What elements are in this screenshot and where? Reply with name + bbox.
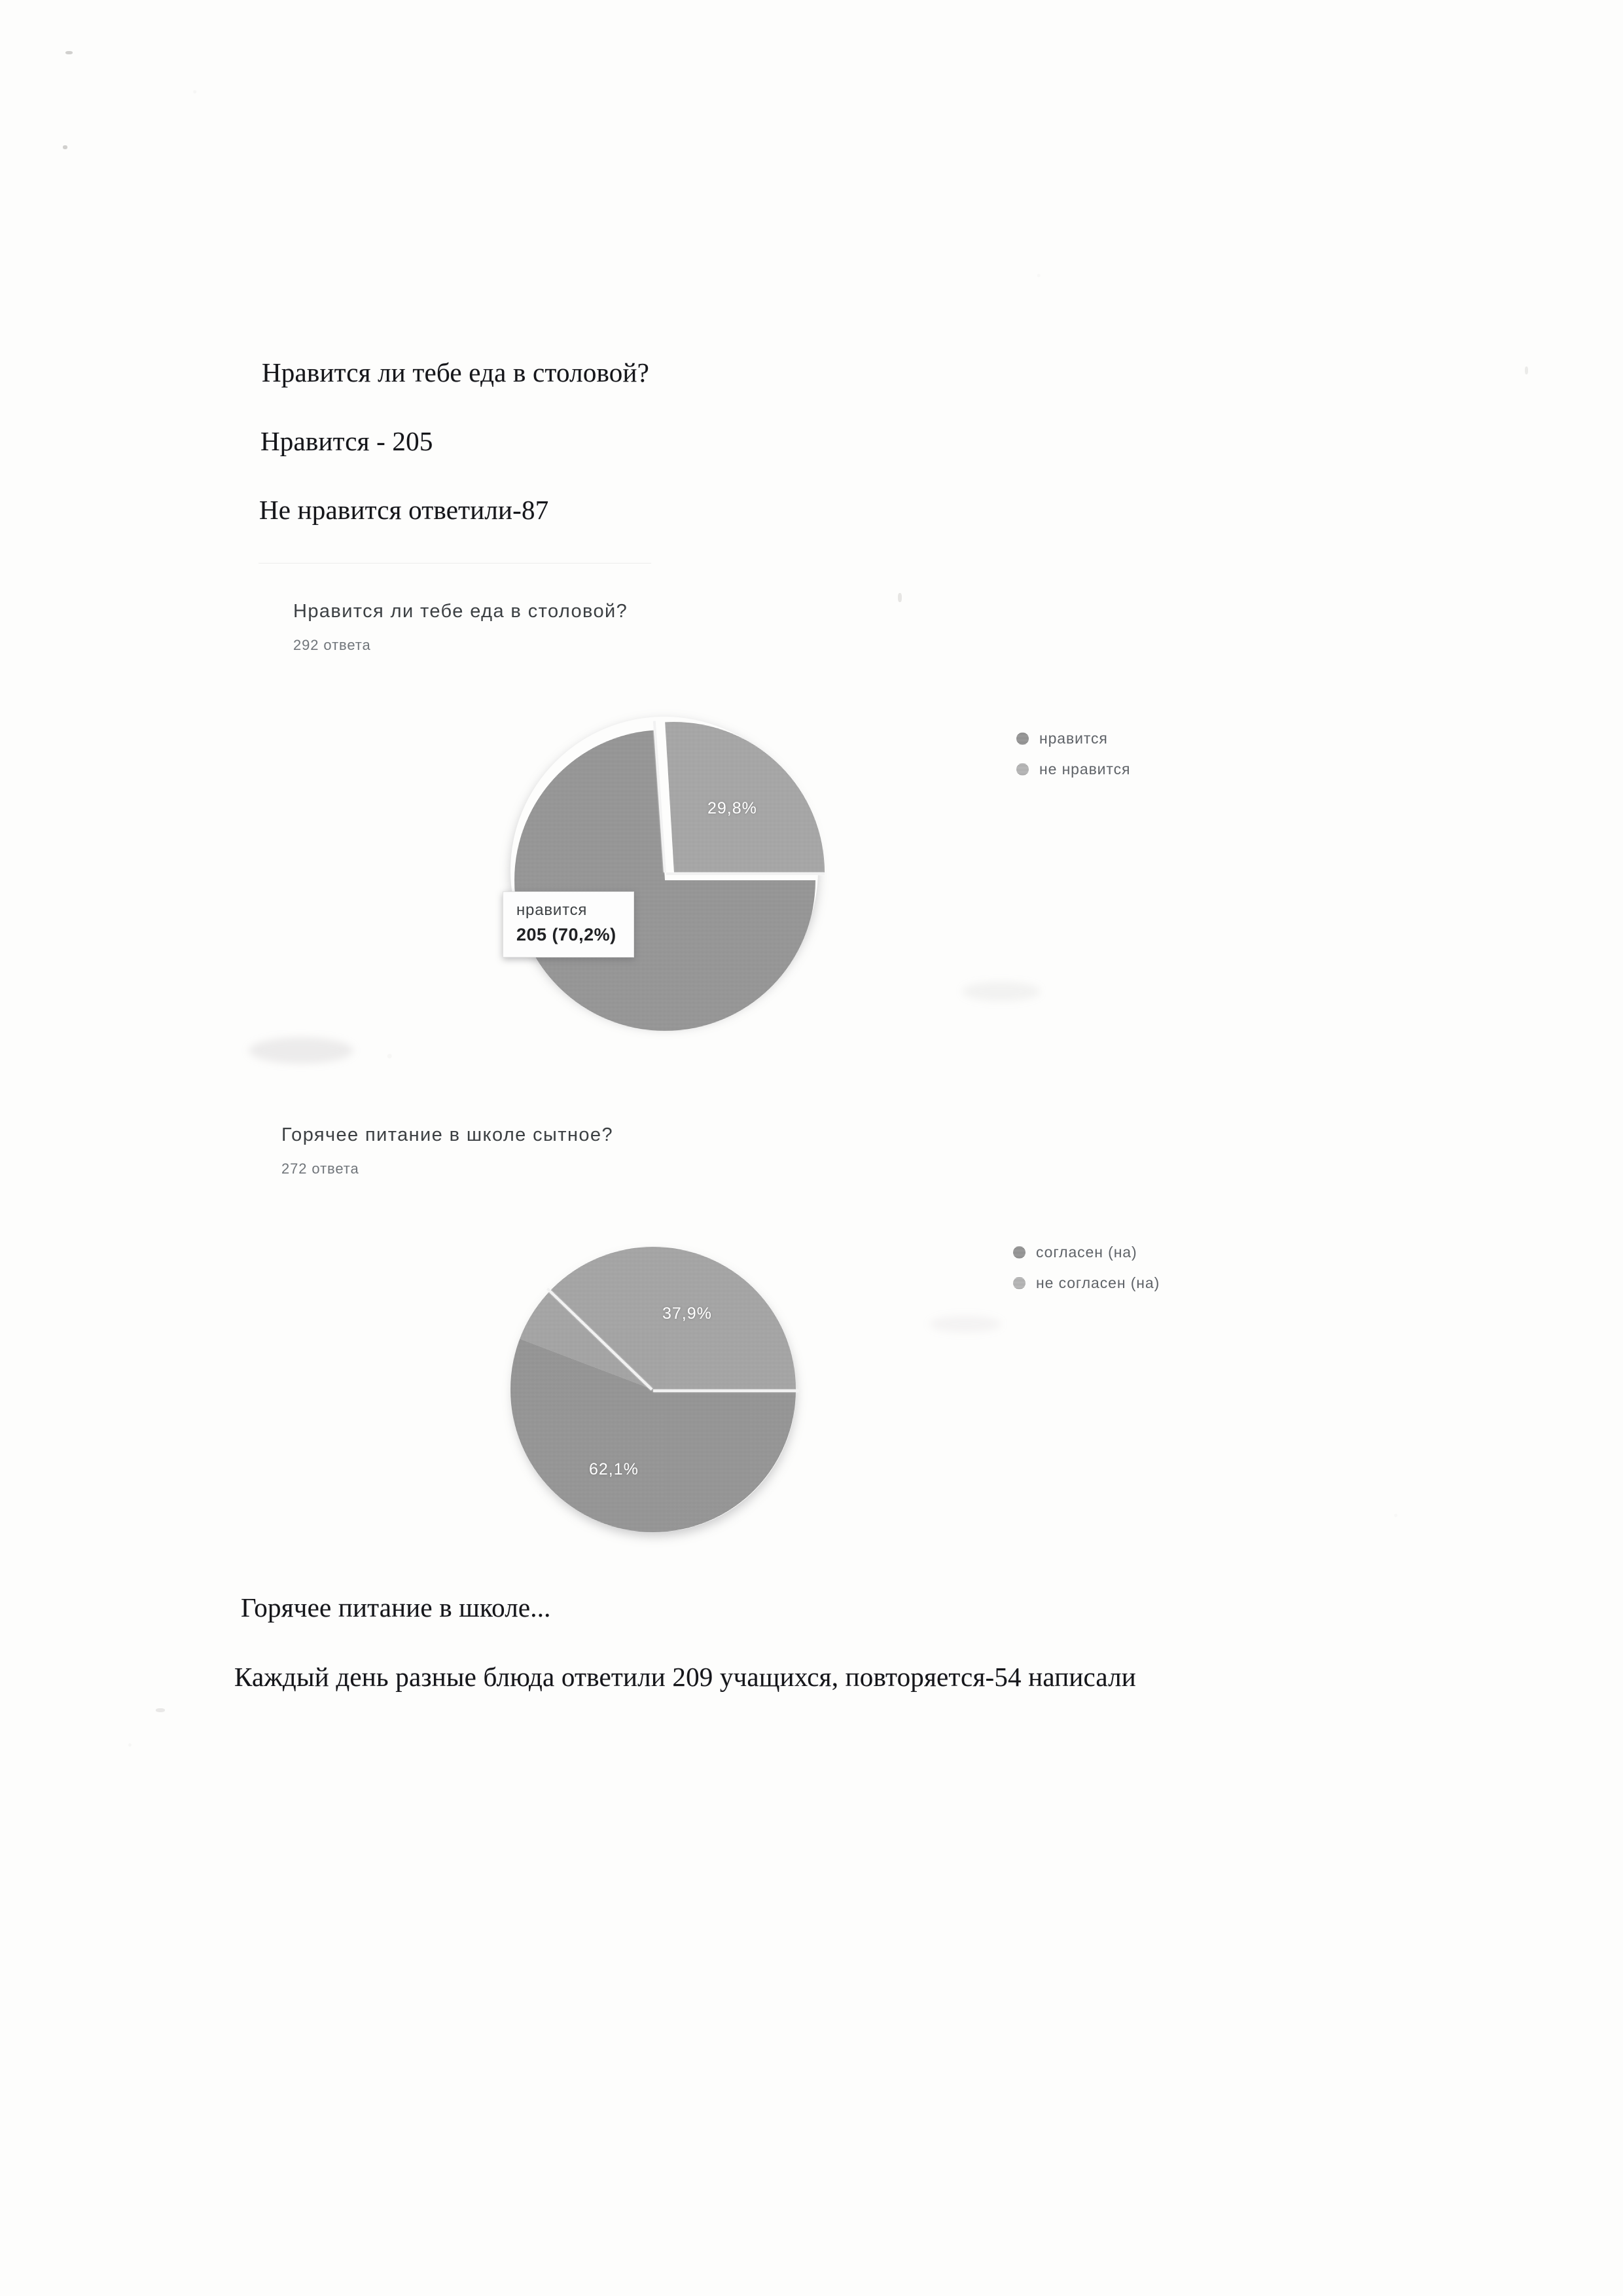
legend-color-dot-icon (1016, 763, 1029, 776)
scan-smudge (249, 1037, 353, 1064)
chart-1-tooltip-name: нравится (516, 901, 588, 919)
chart-1-tooltip-value: 205 (70,2%) (516, 925, 616, 944)
chart-1-pie: 29,8% (504, 710, 831, 1037)
legend-label: не согласен (на) (1036, 1274, 1160, 1291)
legend-color-dot-icon (1016, 732, 1029, 745)
scan-speck (63, 145, 67, 149)
scan-speck (1525, 367, 1528, 374)
legend-item[interactable]: согласен (на) (1013, 1244, 1160, 1261)
chart-1-tooltip: нравится 205 (70,2%) (503, 891, 634, 958)
section-divider (259, 563, 651, 564)
legend-item[interactable]: нравится (1016, 730, 1130, 747)
chart-2-percent-label-bottom: 62,1% (589, 1460, 639, 1479)
scan-speck (898, 593, 902, 602)
chart-2-title: Горячее питание в школе сытное? (281, 1124, 613, 1145)
chart-2-response-count: 272 ответа (281, 1160, 359, 1177)
doc-line-question: Нравится ли тебе еда в столовой? (262, 357, 650, 387)
scan-smudge (962, 982, 1041, 1001)
chart-block-1: Нравится ли тебе еда в столовой? 292 отв… (293, 601, 628, 654)
chart-1-percent-label: 29,8% (707, 799, 757, 817)
chart-1-response-count: 292 ответа (293, 637, 371, 653)
legend-label: нравится (1039, 730, 1108, 747)
doc-line-summary: Каждый день разные блюда ответили 209 уч… (234, 1662, 1136, 1692)
scan-speck (156, 1708, 165, 1712)
chart-1-legend: нравится не нравится (1016, 730, 1130, 791)
legend-item[interactable]: не согласен (на) (1013, 1274, 1160, 1292)
doc-line-dislikes: Не нравится ответили-87 (259, 495, 549, 525)
chart-block-2: Горячее питание в школе сытное? 272 отве… (281, 1124, 613, 1177)
legend-color-dot-icon (1013, 1246, 1026, 1259)
scan-smudge (929, 1316, 1001, 1333)
chart-1-slice-divider-right (666, 872, 825, 875)
chart-2-percent-label-top: 37,9% (662, 1304, 712, 1323)
chart-2-pie: 37,9% 62,1% (510, 1247, 798, 1535)
chart-2-legend: согласен (на) не согласен (на) (1013, 1244, 1160, 1305)
chart-1-title: Нравится ли тебе еда в столовой? (293, 601, 628, 622)
doc-line-likes: Нравится - 205 (260, 426, 433, 456)
scan-speck (65, 51, 73, 54)
legend-label: не нравится (1039, 761, 1131, 778)
legend-color-dot-icon (1013, 1277, 1026, 1289)
legend-item[interactable]: не нравится (1016, 761, 1130, 778)
legend-label: согласен (на) (1036, 1244, 1137, 1261)
chart-2-slice-divider-right (653, 1390, 798, 1392)
doc-line-hot-meal: Горячее питание в школе... (241, 1592, 551, 1623)
